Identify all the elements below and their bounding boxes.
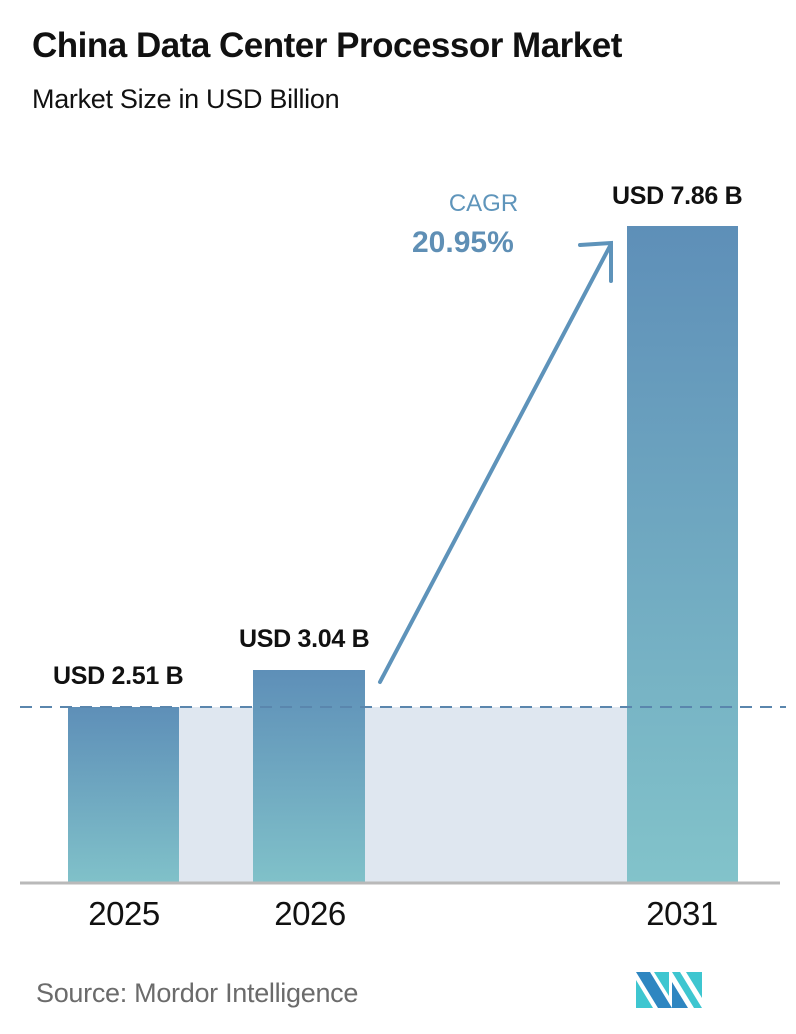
chart-subtitle: Market Size in USD Billion	[32, 84, 340, 114]
bar-value-label-2031: USD 7.86 B	[612, 182, 743, 210]
mordor-intelligence-logo-icon	[636, 972, 702, 1008]
cagr-arrow-icon	[378, 240, 613, 684]
reference-band	[179, 707, 627, 882]
bar-value-label-2025: USD 2.51 B	[53, 662, 184, 690]
bar-2031	[627, 226, 738, 882]
bar-2025	[68, 707, 179, 882]
source-text: Source: Mordor Intelligence	[36, 978, 359, 1008]
x-tick-2031: 2031	[646, 895, 718, 932]
bar-value-label-2026: USD 3.04 B	[239, 625, 370, 653]
cagr-label: CAGR	[448, 190, 519, 217]
cagr-value: 20.95%	[412, 226, 514, 259]
x-tick-2025: 2025	[88, 895, 160, 932]
bar-2026	[253, 670, 365, 882]
x-tick-2026: 2026	[274, 895, 346, 932]
chart-title: China Data Center Processor Market	[32, 26, 622, 65]
